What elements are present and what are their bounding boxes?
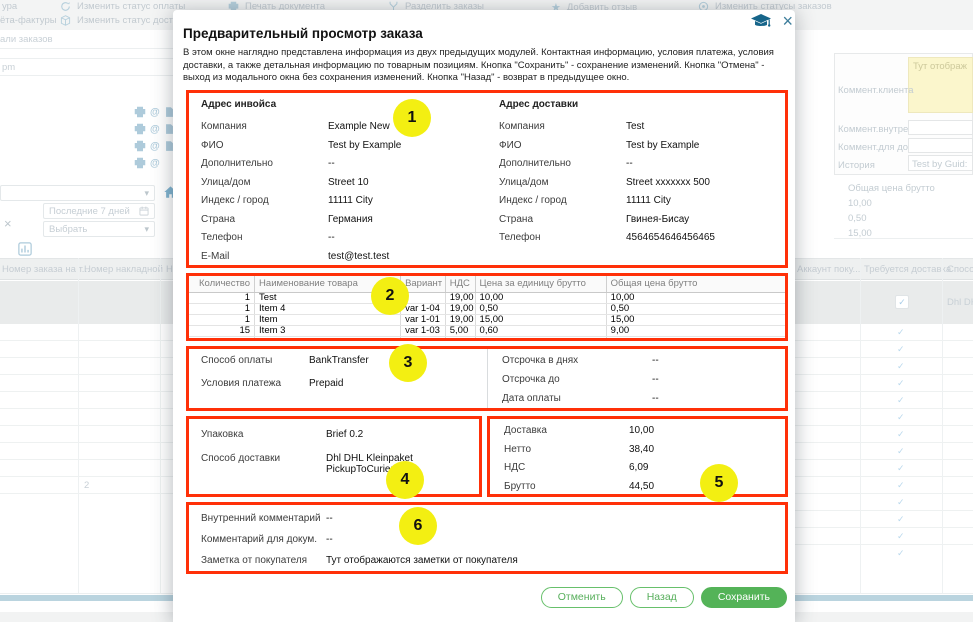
order-preview-modal: × Предварительный просмотр заказа В этом…: [173, 10, 795, 622]
column-header[interactable]: Аккаунт поку...: [797, 264, 861, 275]
back-button[interactable]: Назад: [629, 587, 694, 608]
close-icon[interactable]: ×: [782, 11, 793, 31]
delivery-method-cell: Dhl DH: [947, 297, 973, 308]
save-button[interactable]: Сохранить: [700, 587, 787, 608]
step-badge-6: 6: [399, 507, 437, 545]
table-cell: 2: [84, 480, 90, 491]
items-table-section: Количество Наименование товара Вариант Н…: [186, 273, 788, 341]
column-header[interactable]: Номер заказа на т...: [2, 264, 90, 275]
package-icon: [60, 15, 71, 26]
row-action-icons[interactable]: @: [134, 123, 175, 135]
items-table-header: Количество Наименование товара Вариант Н…: [189, 276, 785, 293]
printer-icon: [134, 140, 146, 152]
email-icon: @: [150, 140, 160, 152]
printer-icon: [134, 157, 146, 169]
total-value: 15,00: [848, 228, 872, 239]
total-value: 10,00: [848, 198, 872, 209]
clear-filter-icon[interactable]: ×: [4, 216, 12, 231]
split-icon: [389, 1, 398, 12]
background-caption2: pm: [2, 62, 16, 73]
table-rows: [0, 324, 173, 496]
table-rows: [795, 324, 973, 561]
row-action-icons[interactable]: @: [134, 157, 160, 169]
toolbar-change-payment-status[interactable]: Изменить статус оплаты: [60, 1, 185, 12]
toolbar-split-orders[interactable]: Разделить заказы: [388, 1, 484, 12]
comments-section: Внутренний комментарий -- Комментарий для…: [186, 502, 788, 574]
modal-title: Предварительный просмотр заказа: [183, 26, 423, 41]
chevron-down-icon: ▾: [144, 187, 149, 198]
modal-description: В этом окне наглядно представлена информ…: [183, 47, 774, 83]
column-header[interactable]: Номер накладной: [84, 264, 163, 275]
doc-comment-label: Коммент.для докум.: [838, 142, 927, 153]
shipping-section: Упаковка Brief 0.2 Способ доставки Dhl DHL…: [186, 416, 482, 497]
delivery-address-block: Адрес доставки Компания Test ФИО Test by E…: [487, 93, 785, 265]
calendar-icon: [139, 206, 149, 216]
toolbar-invoice-partial[interactable]: ёта-фактуры: [0, 15, 57, 26]
payment-section: Способ оплаты BankTransfer Условия платеж…: [186, 346, 788, 411]
step-badge-5: 5: [700, 464, 738, 502]
toolbar-change-delivery-status[interactable]: Изменить статус достав: [60, 15, 183, 26]
refresh-icon: [61, 2, 70, 11]
document-icon: [165, 107, 173, 117]
delivery-address-title: Адрес доставки: [499, 99, 579, 110]
table-row: 1 Test 19,00 10,00 10,00: [189, 292, 785, 304]
step-badge-1: 1: [393, 99, 431, 137]
cancel-button[interactable]: Отменить: [540, 587, 623, 608]
payment-right: Отсрочка в днях -- Отсрочка до -- Дата опл…: [487, 349, 785, 408]
chart-icon[interactable]: [18, 242, 32, 256]
row-action-icons[interactable]: @: [134, 140, 175, 152]
invoice-address-block: Адрес инвойса Компания Example New ФИО Tes…: [189, 93, 487, 265]
printer-icon: [228, 1, 239, 12]
chevron-down-icon: ▾: [144, 223, 149, 234]
document-icon: [165, 141, 173, 151]
toolbar-item-partial[interactable]: ура: [2, 1, 18, 12]
addresses-section: Адрес инвойса Компания Example New ФИО Tes…: [186, 90, 788, 268]
internal-comment-input[interactable]: [908, 120, 973, 135]
email-icon: @: [150, 157, 160, 169]
internal-comment-label: Коммент.внутренний: [838, 124, 930, 135]
total-value: 0,50: [848, 213, 867, 224]
background-caption: али заказов: [0, 34, 53, 45]
row-action-icons[interactable]: @: [134, 106, 175, 118]
step-badge-3: 3: [389, 344, 427, 382]
table-row: 1 Item var 1-01 19,00 15,00 15,00: [189, 314, 785, 326]
table-row: 15 Item 3 var 1-03 5,00 0,60 9,00: [189, 325, 785, 337]
history-value: Test by Guid:: [908, 155, 973, 171]
payment-left: Способ оплаты BankTransfer Условия платеж…: [201, 355, 369, 389]
email-icon: @: [150, 123, 160, 135]
modal-footer: Отменить Назад Сохранить: [540, 587, 787, 608]
select-filter[interactable]: Выбрать ▾: [43, 221, 155, 237]
step-badge-2: 2: [371, 277, 409, 315]
totals-header: Общая цена брутто: [848, 183, 935, 194]
table-row-empty: [189, 336, 785, 338]
doc-comment-input[interactable]: [908, 138, 973, 153]
totals-section: Доставка 10,00 Нетто 38,40 НДС 6,09 Брутто 4…: [487, 416, 788, 497]
checkbox-checked[interactable]: ✓: [895, 295, 909, 309]
background-select[interactable]: ▾: [0, 185, 155, 201]
column-header[interactable]: Н: [166, 264, 173, 275]
toolbar-add-review[interactable]: ★ Добавить отзыв: [551, 2, 638, 14]
toolbar-print-document[interactable]: Печать документа: [228, 1, 325, 12]
items-table: Количество Наименование товара Вариант Н…: [189, 276, 785, 338]
document-icon: [165, 124, 173, 134]
email-icon: @: [150, 106, 160, 118]
printer-icon: [134, 106, 146, 118]
client-comment-textarea[interactable]: Тут отображ: [908, 57, 973, 113]
star-icon: ★: [551, 2, 561, 14]
invoice-address-title: Адрес инвойса: [201, 99, 277, 110]
printer-icon: [134, 123, 146, 135]
table-row: 1 Item 4 var 1-04 19,00 0,50 0,50: [189, 303, 785, 315]
date-range-input[interactable]: Последние 7 дней: [43, 203, 155, 219]
step-badge-4: 4: [386, 461, 424, 499]
tutorial-graduation-cap-icon[interactable]: [751, 13, 773, 30]
client-comment-label: Коммент.клиента: [838, 85, 914, 96]
history-label: История: [838, 160, 875, 171]
column-header[interactable]: Способ: [947, 264, 973, 275]
column-header[interactable]: Требуется доставка: [864, 264, 952, 275]
